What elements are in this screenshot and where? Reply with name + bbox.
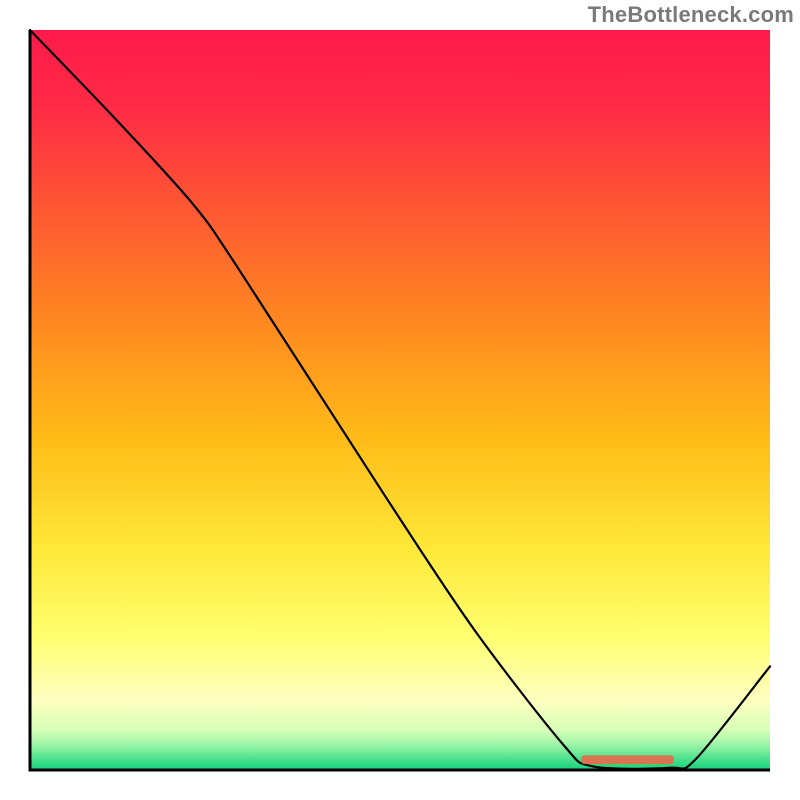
chart-canvas [0,0,800,800]
optimal-range-marker [581,755,674,764]
watermark-text: TheBottleneck.com [588,2,794,28]
chart-background [30,30,770,770]
